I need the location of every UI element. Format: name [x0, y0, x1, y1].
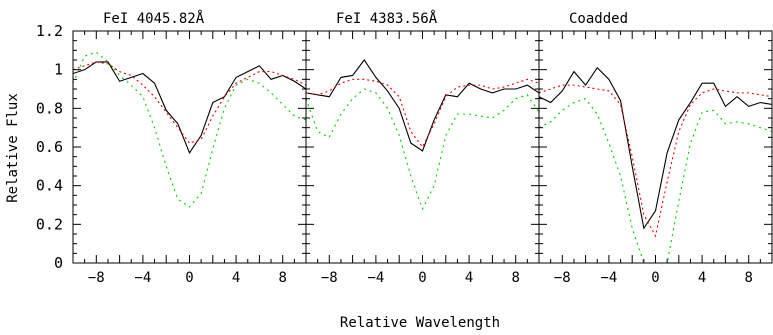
y-tick-label: 1 — [54, 61, 63, 79]
panel-3-series — [539, 66, 772, 263]
panel-3-title: Coadded — [569, 11, 628, 27]
panel-2: −8 −4 0 4 8 FeI 4383.56Å — [305, 10, 540, 286]
y-tick-label: 1.2 — [36, 22, 63, 40]
panel-2-series-3-line — [306, 88, 539, 211]
panel-1-series — [73, 51, 306, 208]
x-tick-label: 4 — [232, 270, 240, 286]
x-tick-label: 4 — [698, 270, 706, 286]
y-tick-label: 0.6 — [36, 138, 63, 156]
x-tick-label: −8 — [88, 270, 105, 286]
y-tick-label: 0.2 — [36, 215, 63, 233]
panel-2-series-1-line — [306, 59, 539, 152]
panel-2-series — [306, 59, 539, 211]
panel-3-series-3-line — [539, 98, 772, 263]
panel-1-frame — [72, 30, 307, 264]
panel-3-series-1-line — [539, 66, 772, 230]
panel-1-title: FeI 4045.82Å — [103, 10, 205, 27]
panel-2-frame — [305, 30, 540, 264]
x-tick-label: 8 — [278, 270, 286, 286]
x-tick-label: −4 — [600, 270, 617, 286]
y-tick-labels: 0 0.2 0.4 0.6 0.8 1 1.2 — [36, 22, 63, 272]
x-tick-label: 0 — [418, 270, 426, 286]
x-tick-label: 0 — [651, 270, 659, 286]
x-tick-label: −8 — [321, 270, 338, 286]
panel-3: −8 −4 0 4 8 Coadded — [538, 11, 773, 286]
x-axis-label: Relative Wavelength — [340, 315, 500, 331]
x-tick-label: 4 — [465, 270, 473, 286]
panel-1-series-1-line — [73, 61, 306, 154]
panel-3-frame — [538, 30, 773, 264]
panel-3-series-2-line — [539, 84, 772, 238]
x-tick-label: −4 — [134, 270, 151, 286]
y-tick-label: 0 — [54, 254, 63, 272]
x-tick-label: −4 — [367, 270, 384, 286]
y-tick-label: 0.8 — [36, 99, 63, 117]
x-tick-label: 8 — [511, 270, 519, 286]
panel-1-series-2-line — [73, 61, 306, 144]
panel-2-title: FeI 4383.56Å — [336, 10, 438, 27]
panel-1: −8 −4 0 4 8 FeI 4045.82Å — [72, 10, 307, 286]
x-tick-label: 8 — [744, 270, 752, 286]
x-tick-label: −8 — [554, 270, 571, 286]
y-tick-label: 0.4 — [36, 177, 63, 195]
x-tick-label: 0 — [185, 270, 193, 286]
panel-1-series-3-line — [73, 51, 306, 208]
y-axis-label: Relative Flux — [5, 93, 21, 203]
